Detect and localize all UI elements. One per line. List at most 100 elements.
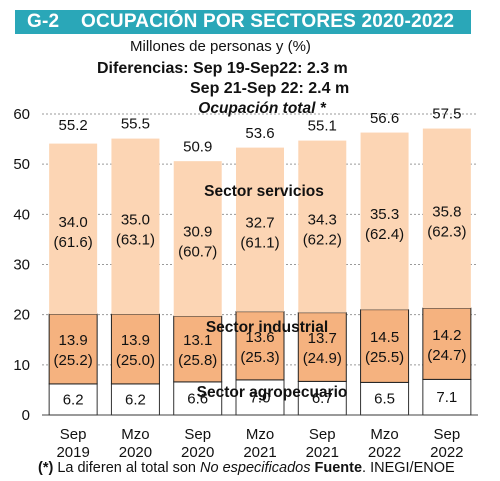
series-label-total: Ocupación total *	[198, 100, 326, 117]
services-pct-label: (62.2)	[303, 232, 342, 249]
x-tick-label: 2022	[430, 444, 463, 461]
agro-value-label: 6.2	[63, 391, 84, 408]
industry-pct-label: (24.7)	[427, 347, 466, 364]
x-tick-label: Sep	[184, 426, 211, 443]
agro-value-label: 7.1	[436, 389, 457, 406]
bar-servicios	[173, 161, 222, 317]
figure-code: G-2	[27, 11, 60, 32]
bar-servicios	[360, 132, 409, 310]
chart-title: OCUPACIÓN POR SECTORES 2020-2022	[81, 11, 455, 32]
industry-value-label: 13.9	[121, 332, 150, 349]
y-tick-label: 50	[13, 156, 30, 173]
x-tick-label: 2021	[243, 444, 276, 461]
total-label: 55.2	[59, 117, 88, 134]
industry-pct-label: (25.3)	[240, 349, 279, 366]
x-tick-label: Mzo	[121, 426, 149, 443]
footnote-text: La diferen al total son	[53, 460, 201, 476]
x-tick-label: Sep	[434, 426, 461, 443]
services-value-label: 35.8	[432, 203, 461, 220]
x-tick-label: Sep	[309, 426, 336, 443]
difference-line-2: Sep 21-Sep 22: 2.4 m	[190, 80, 350, 97]
bar-agropecuario	[235, 379, 285, 416]
y-tick-label: 10	[13, 357, 30, 374]
services-value-label: 34.0	[59, 214, 88, 231]
industry-value-label: 13.7	[308, 330, 337, 347]
industry-value-label: 13.9	[59, 332, 88, 349]
industry-pct-label: (25.2)	[54, 352, 93, 369]
bar-industrial	[297, 312, 347, 382]
bar-industrial	[173, 315, 223, 383]
services-pct-label: (62.3)	[427, 223, 466, 240]
y-tick-label: 60	[13, 106, 30, 123]
bar-agropecuario	[173, 381, 223, 416]
footnote-marker: (*)	[38, 460, 54, 476]
bar-servicios	[298, 140, 347, 313]
footnote: (*) La diferen al total son No especific…	[38, 460, 455, 476]
services-value-label: 30.9	[183, 224, 212, 241]
bar-industrial	[110, 313, 160, 385]
agro-value-label: 6.2	[125, 391, 146, 408]
total-label: 57.5	[432, 106, 461, 123]
bar-industrial	[360, 309, 410, 383]
x-tick-label: Mzo	[246, 426, 274, 443]
bar-agropecuario	[422, 378, 472, 416]
bar-servicios	[236, 147, 284, 312]
x-tick-label: 2019	[56, 444, 89, 461]
footnote-source-label: Fuente	[310, 460, 363, 476]
x-tick-label: 2022	[368, 444, 401, 461]
industry-pct-label: (25.5)	[365, 349, 404, 366]
bar-agropecuario	[110, 383, 160, 416]
x-tick-label: 2020	[181, 444, 214, 461]
agro-value-label: 7.0	[250, 389, 271, 406]
bar-servicios	[49, 143, 98, 315]
services-pct-label: (63.1)	[116, 231, 155, 248]
agro-value-label: 6.7	[312, 390, 333, 407]
industry-value-label: 13.6	[245, 329, 274, 346]
services-pct-label: (62.4)	[365, 226, 404, 243]
total-label: 53.6	[245, 125, 274, 142]
total-label: 55.5	[121, 116, 150, 133]
industry-pct-label: (24.9)	[303, 350, 342, 367]
series-label-agropecuario: Sector agropecuario	[197, 384, 348, 401]
y-tick-label: 40	[13, 206, 30, 223]
agro-value-label: 6.6	[187, 390, 208, 407]
bar-industrial	[235, 311, 285, 381]
total-label: 56.6	[370, 110, 399, 127]
total-label: 50.9	[183, 139, 212, 156]
y-tick-label: 30	[13, 257, 30, 274]
total-label: 55.1	[308, 118, 337, 135]
bar-servicios	[422, 128, 471, 309]
title-bar: G-2 OCUPACIÓN POR SECTORES 2020-2022	[15, 10, 471, 34]
y-tick-label: 0	[22, 407, 30, 424]
x-tick-label: 2020	[119, 444, 152, 461]
services-value-label: 34.3	[308, 212, 337, 229]
x-tick-label: Sep	[60, 426, 87, 443]
bar-servicios	[111, 138, 160, 315]
industry-value-label: 13.1	[183, 332, 212, 349]
services-value-label: 35.0	[121, 211, 150, 228]
agro-value-label: 6.5	[374, 391, 395, 408]
bar-industrial	[48, 313, 98, 385]
services-pct-label: (61.6)	[54, 234, 93, 251]
difference-line-1: Diferencias: Sep 19-Sep22: 2.3 m	[97, 60, 348, 77]
industry-value-label: 14.2	[432, 327, 461, 344]
series-label-servicios: Sector servicios	[204, 183, 324, 200]
services-pct-label: (60.7)	[178, 244, 217, 261]
footnote-source: . INEGI/ENOE	[362, 460, 455, 476]
x-tick-label: 2021	[306, 444, 339, 461]
industry-pct-label: (25.0)	[116, 352, 155, 369]
bar-agropecuario	[360, 381, 410, 416]
industry-pct-label: (25.8)	[178, 352, 217, 369]
footnote-italic-text: No especificados	[200, 460, 311, 476]
y-tick-label: 20	[13, 307, 30, 324]
industry-value-label: 14.5	[370, 329, 399, 346]
bar-agropecuario	[297, 380, 347, 416]
services-pct-label: (61.1)	[240, 235, 279, 252]
series-label-industrial: Sector industrial	[206, 319, 328, 336]
x-tick-label: Mzo	[370, 426, 398, 443]
services-value-label: 35.3	[370, 206, 399, 223]
services-value-label: 32.7	[245, 215, 274, 232]
chart-subtitle: Millones de personas y (%)	[130, 38, 311, 55]
